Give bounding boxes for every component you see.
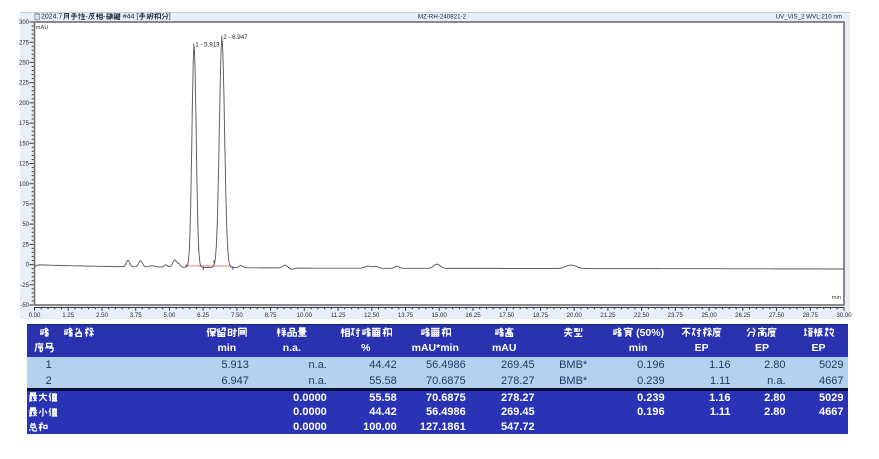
svg-text:13.75: 13.75	[398, 312, 414, 319]
svg-text:UV_VIS_2 WVL:210 nm: UV_VIS_2 WVL:210 nm	[776, 13, 842, 20]
svg-text:12.50: 12.50	[364, 312, 380, 319]
svg-text:6.25: 6.25	[197, 312, 209, 319]
svg-text:30.00: 30.00	[836, 312, 852, 319]
svg-text:min: min	[832, 295, 841, 301]
svg-text:1 - 5.913: 1 - 5.913	[195, 42, 220, 49]
svg-text:7.50: 7.50	[231, 312, 243, 319]
svg-text:150: 150	[19, 141, 30, 147]
svg-text:225: 225	[19, 81, 30, 87]
svg-text:275: 275	[19, 40, 30, 46]
svg-text:125: 125	[19, 162, 30, 168]
svg-text:21.25: 21.25	[600, 312, 616, 319]
svg-text:2.50: 2.50	[96, 312, 108, 319]
svg-text:15.00: 15.00	[432, 312, 448, 319]
svg-text:22.50: 22.50	[634, 312, 650, 319]
svg-text:50: 50	[22, 222, 29, 228]
svg-text:10.00: 10.00	[297, 312, 313, 319]
svg-text:0: 0	[26, 263, 30, 269]
svg-text:75: 75	[22, 202, 29, 208]
svg-text:25: 25	[22, 243, 29, 249]
svg-text:-50: -50	[20, 303, 29, 309]
svg-text:200: 200	[19, 101, 30, 107]
svg-text:100: 100	[19, 182, 30, 188]
svg-text:25.00: 25.00	[701, 312, 717, 319]
svg-text:11.25: 11.25	[331, 312, 346, 319]
svg-text:-: -	[103, 14, 106, 21]
svg-text:300: 300	[19, 20, 30, 26]
svg-text:5.00: 5.00	[163, 312, 175, 319]
svg-text:8.75: 8.75	[265, 312, 277, 319]
svg-text:28.75: 28.75	[803, 312, 819, 319]
svg-text:23.75: 23.75	[668, 312, 684, 319]
svg-text:MZ-RH-240821-2: MZ-RH-240821-2	[418, 13, 467, 20]
svg-text:2024.7: 2024.7	[41, 14, 63, 21]
svg-text:#44 [: #44 [	[121, 14, 139, 21]
svg-text:1.25: 1.25	[62, 312, 74, 319]
svg-text:175: 175	[19, 121, 30, 127]
svg-text:26.25: 26.25	[735, 312, 751, 319]
svg-text:16.25: 16.25	[465, 312, 481, 319]
svg-text:20.00: 20.00	[567, 312, 583, 319]
svg-text:-: -	[85, 14, 88, 21]
svg-text:17.50: 17.50	[499, 312, 515, 319]
svg-text:0.00: 0.00	[29, 312, 41, 319]
svg-text:2 - 6.947: 2 - 6.947	[223, 34, 248, 41]
svg-text:mAU: mAU	[36, 25, 49, 31]
svg-text:250: 250	[19, 61, 30, 67]
svg-text:3.75: 3.75	[130, 312, 142, 319]
svg-text:-25: -25	[20, 283, 29, 289]
svg-text:]: ]	[169, 14, 171, 21]
svg-text:18.75: 18.75	[533, 312, 549, 319]
svg-text:27.50: 27.50	[769, 312, 785, 319]
